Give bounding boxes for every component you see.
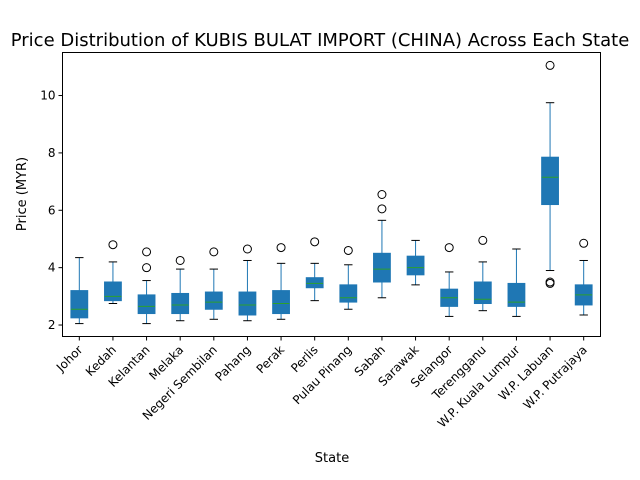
iqr-box <box>204 291 223 310</box>
iqr-box <box>339 284 358 303</box>
iqr-box <box>238 291 257 316</box>
y-tick-label: 8 <box>48 146 56 160</box>
iqr-box <box>171 292 190 315</box>
box-melaka <box>171 255 190 322</box>
box-kelantan <box>137 247 156 325</box>
outlier-point <box>276 243 286 253</box>
outlier-point <box>142 263 152 273</box>
box-perak <box>272 243 290 320</box>
outlier-point <box>579 238 589 248</box>
box-perlis <box>305 237 324 302</box>
box-kedah <box>104 240 122 305</box>
outlier-point <box>444 243 454 253</box>
iqr-box <box>406 255 425 276</box>
y-tick-label: 6 <box>48 203 56 217</box>
outlier-point <box>209 247 219 257</box>
outlier-point <box>545 277 555 287</box>
box-w-p-kuala-lumpur <box>507 248 526 317</box>
iqr-box <box>473 281 492 305</box>
outlier-point <box>242 244 252 254</box>
outlier-point <box>478 235 488 245</box>
plot-frame <box>62 52 601 337</box>
box-terengganu <box>473 235 492 312</box>
iqr-box <box>373 252 391 283</box>
plot-marks <box>70 60 593 325</box>
y-tick-label: 10 <box>40 89 55 103</box>
outlier-point <box>108 240 118 250</box>
box-selangor <box>440 243 459 317</box>
outlier-point <box>545 60 555 70</box>
box-johor <box>70 257 89 325</box>
y-tick-label: 2 <box>48 318 56 332</box>
outlier-point <box>142 247 152 257</box>
y-axis: 2 4 6 8 10 <box>40 89 63 332</box>
iqr-box <box>541 156 559 206</box>
box-sabah <box>373 190 391 299</box>
outlier-point <box>377 204 387 214</box>
box-negeri-sembilan <box>204 247 223 320</box>
box-pahang <box>238 244 257 322</box>
outlier-point <box>175 255 185 265</box>
iqr-box <box>507 282 526 307</box>
outlier-point <box>377 190 387 199</box>
iqr-box <box>70 290 89 319</box>
outlier-point <box>310 237 320 247</box>
y-axis-title: Price (MYR) <box>15 157 30 231</box>
box-pulau-pinang <box>339 245 358 310</box>
chart-title: Price Distribution of KUBIS BULAT IMPORT… <box>11 30 630 51</box>
x-axis-title: State <box>315 451 349 466</box>
box-sarawak <box>406 239 425 286</box>
iqr-box <box>305 277 324 289</box>
box-w-p-putrajaya <box>574 238 593 316</box>
y-tick-label: 4 <box>48 261 56 275</box>
iqr-box <box>272 290 290 315</box>
iqr-box <box>137 294 156 315</box>
box-w-p-labuan <box>541 60 559 288</box>
outlier-point <box>343 245 353 255</box>
iqr-box <box>104 281 122 302</box>
